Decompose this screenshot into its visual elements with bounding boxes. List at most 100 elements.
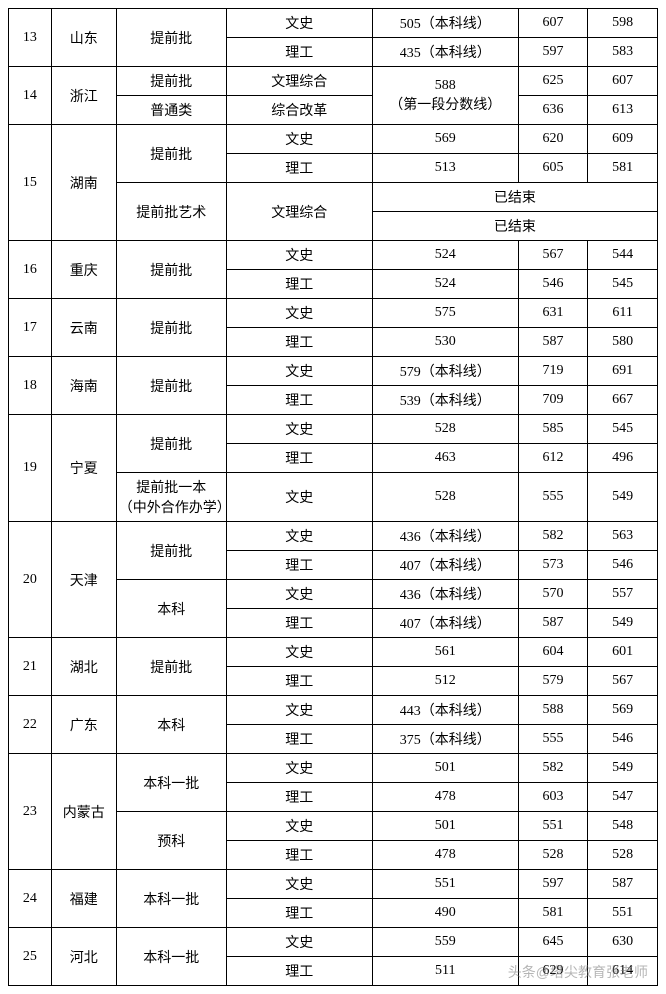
cell-s1: 585 xyxy=(518,415,588,444)
cell-idx: 23 xyxy=(9,754,52,870)
cell-s2: 551 xyxy=(588,899,658,928)
cell-batch: 提前批 xyxy=(116,125,226,183)
cell-s1: 546 xyxy=(518,270,588,299)
cell-subj: 文史 xyxy=(226,522,372,551)
table-row: 19宁夏提前批文史528585545 xyxy=(9,415,658,444)
cell-subj: 文理综合 xyxy=(226,183,372,241)
cell-batch: 本科一批 xyxy=(116,754,226,812)
cell-subj: 理工 xyxy=(226,270,372,299)
cell-batch: 提前批 xyxy=(116,241,226,299)
cell-batch: 提前批艺术 xyxy=(116,183,226,241)
cell-s2: 545 xyxy=(588,270,658,299)
cell-s2: 549 xyxy=(588,754,658,783)
cell-cut: 551 xyxy=(372,870,518,899)
cell-subj: 文史 xyxy=(226,928,372,957)
table-row: 25河北本科一批文史559645630 xyxy=(9,928,658,957)
cell-s1: 567 xyxy=(518,241,588,270)
cell-s1: 709 xyxy=(518,386,588,415)
cell-s1: 605 xyxy=(518,154,588,183)
cell-s1: 555 xyxy=(518,473,588,522)
cell-batch: 提前批 xyxy=(116,357,226,415)
cell-s1: 597 xyxy=(518,38,588,67)
cell-idx: 13 xyxy=(9,9,52,67)
cell-s2: 583 xyxy=(588,38,658,67)
cell-cut: 463 xyxy=(372,444,518,473)
cell-s2: 546 xyxy=(588,725,658,754)
cell-s2: 587 xyxy=(588,870,658,899)
cell-idx: 21 xyxy=(9,638,52,696)
cell-batch: 本科 xyxy=(116,696,226,754)
cell-s1: 588 xyxy=(518,696,588,725)
cell-s2: 567 xyxy=(588,667,658,696)
table-row: 21湖北提前批文史561604601 xyxy=(9,638,658,667)
cell-s2: 598 xyxy=(588,9,658,38)
cell-subj: 文史 xyxy=(226,241,372,270)
cell-batch: 普通类 xyxy=(116,96,226,125)
cell-subj: 理工 xyxy=(226,551,372,580)
cell-s2: 607 xyxy=(588,67,658,96)
cell-prov: 云南 xyxy=(51,299,116,357)
cell-s2: 528 xyxy=(588,841,658,870)
cell-subj: 理工 xyxy=(226,154,372,183)
cell-s2: 549 xyxy=(588,609,658,638)
cell-s2: 549 xyxy=(588,473,658,522)
cell-s2: 569 xyxy=(588,696,658,725)
cell-cut: 512 xyxy=(372,667,518,696)
cell-s2: 563 xyxy=(588,522,658,551)
cell-prov: 湖南 xyxy=(51,125,116,241)
cell-s1: 719 xyxy=(518,357,588,386)
cell-subj: 理工 xyxy=(226,609,372,638)
cell-idx: 17 xyxy=(9,299,52,357)
cell-subj: 理工 xyxy=(226,444,372,473)
cell-subj: 理工 xyxy=(226,38,372,67)
cell-batch: 预科 xyxy=(116,812,226,870)
cell-subj: 文史 xyxy=(226,812,372,841)
cell-s2: 667 xyxy=(588,386,658,415)
cell-cut: 478 xyxy=(372,841,518,870)
cell-subj: 文史 xyxy=(226,125,372,154)
cell-subj: 理工 xyxy=(226,328,372,357)
cell-s1: 603 xyxy=(518,783,588,812)
cell-subj: 文史 xyxy=(226,638,372,667)
cell-cut: 501 xyxy=(372,754,518,783)
cell-subj: 理工 xyxy=(226,725,372,754)
cell-subj: 文理综合 xyxy=(226,67,372,96)
cell-cut: 575 xyxy=(372,299,518,328)
cell-s1: 573 xyxy=(518,551,588,580)
cell-s2: 545 xyxy=(588,415,658,444)
cell-prov: 天津 xyxy=(51,522,116,638)
cell-prov: 海南 xyxy=(51,357,116,415)
cell-subj: 理工 xyxy=(226,386,372,415)
cell-prov: 广东 xyxy=(51,696,116,754)
cell-s1: 636 xyxy=(518,96,588,125)
cell-cut: 478 xyxy=(372,783,518,812)
table-row: 23内蒙古本科一批文史501582549 xyxy=(9,754,658,783)
table-row: 15湖南提前批文史569620609 xyxy=(9,125,658,154)
cell-s2: 544 xyxy=(588,241,658,270)
cell-s2: 557 xyxy=(588,580,658,609)
cell-s2: 546 xyxy=(588,551,658,580)
cell-prov: 湖北 xyxy=(51,638,116,696)
cell-subj: 文史 xyxy=(226,473,372,522)
cell-s2: 630 xyxy=(588,928,658,957)
cell-cut: 435（本科线） xyxy=(372,38,518,67)
cell-subj: 综合改革 xyxy=(226,96,372,125)
cell-idx: 25 xyxy=(9,928,52,986)
cell-cut: 501 xyxy=(372,812,518,841)
cell-batch: 提前批 xyxy=(116,67,226,96)
cell-cut: 436（本科线） xyxy=(372,522,518,551)
cell-s1: 555 xyxy=(518,725,588,754)
cell-prov: 宁夏 xyxy=(51,415,116,522)
cell-cut: 443（本科线） xyxy=(372,696,518,725)
cell-s2: 601 xyxy=(588,638,658,667)
cell-s2: 611 xyxy=(588,299,658,328)
cell-cut: 407（本科线） xyxy=(372,609,518,638)
cell-cut: 505（本科线） xyxy=(372,9,518,38)
cell-batch: 本科 xyxy=(116,580,226,638)
cell-s1: 587 xyxy=(518,609,588,638)
cell-s2: 547 xyxy=(588,783,658,812)
admissions-table: 13山东提前批文史505（本科线）607598理工435（本科线）5975831… xyxy=(8,8,658,986)
cell-cut: 530 xyxy=(372,328,518,357)
cell-s2: 548 xyxy=(588,812,658,841)
cell-subj: 文史 xyxy=(226,415,372,444)
